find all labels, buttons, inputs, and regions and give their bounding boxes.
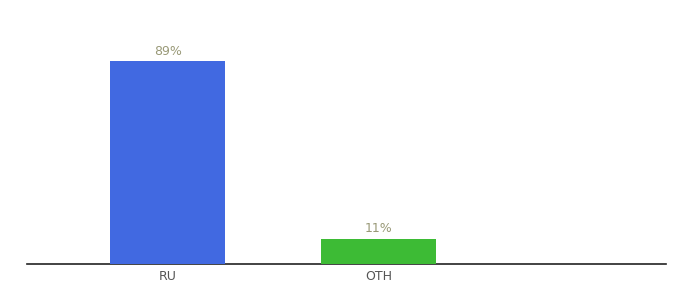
Bar	[110, 61, 225, 264]
Text: 89%: 89%	[154, 45, 182, 58]
Text: 11%: 11%	[365, 223, 392, 236]
Bar	[321, 239, 437, 264]
